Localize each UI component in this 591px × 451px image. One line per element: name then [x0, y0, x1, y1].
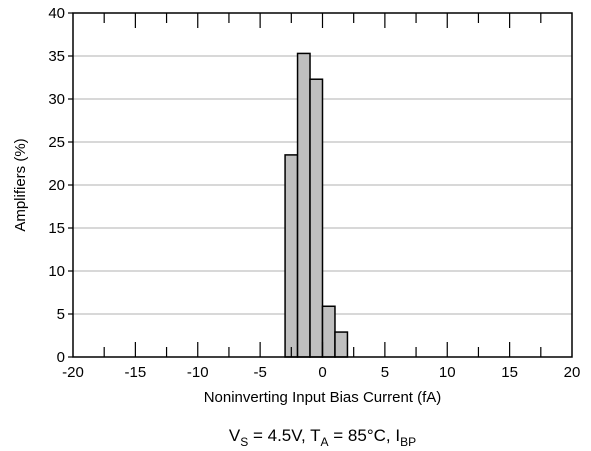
y-tick-label: 10	[48, 263, 65, 280]
x-tick-label: -5	[253, 364, 266, 381]
x-tick-label: 10	[439, 364, 456, 381]
bar-0	[284, 154, 299, 358]
caption-subscript: BP	[400, 435, 416, 449]
caption-subscript: A	[321, 435, 329, 449]
bar-2	[309, 78, 324, 358]
x-tick-label: -15	[125, 364, 147, 381]
caption-text: = 85°C, I	[329, 426, 401, 445]
caption-subscript: S	[240, 435, 248, 449]
y-tick-label: 40	[48, 5, 65, 22]
bar-3	[321, 305, 336, 358]
y-tick-label: 5	[57, 306, 65, 323]
chart-caption: VS = 4.5V, TA = 85°C, IBP	[229, 426, 416, 449]
x-tick-label: 0	[318, 364, 326, 381]
bar-4	[334, 331, 349, 358]
y-tick-label: 15	[48, 220, 65, 237]
x-tick-label: 20	[564, 364, 581, 381]
y-tick-label: 20	[48, 177, 65, 194]
x-tick-label: -20	[62, 364, 84, 381]
y-tick-label: 25	[48, 134, 65, 151]
y-tick-label: 35	[48, 48, 65, 65]
x-tick-labels: -20 -15 -10 -5 0 5 10 15 20	[62, 364, 580, 381]
y-tick-label: 30	[48, 91, 65, 108]
bar-1	[296, 52, 311, 358]
y-axis-title: Amplifiers (%)	[12, 138, 29, 231]
bars	[284, 52, 349, 358]
caption-text: = 4.5V, T	[248, 426, 320, 445]
x-tick-label: 5	[381, 364, 389, 381]
ticks	[68, 12, 542, 358]
x-tick-label: -10	[187, 364, 209, 381]
y-tick-label: 0	[57, 349, 65, 366]
caption-text: V	[229, 426, 241, 445]
x-axis-title: Noninverting Input Bias Current (fA)	[204, 389, 442, 406]
y-tick-labels: 0 5 10 15 20 25 30 35 40	[48, 5, 65, 366]
x-tick-label: 15	[501, 364, 518, 381]
